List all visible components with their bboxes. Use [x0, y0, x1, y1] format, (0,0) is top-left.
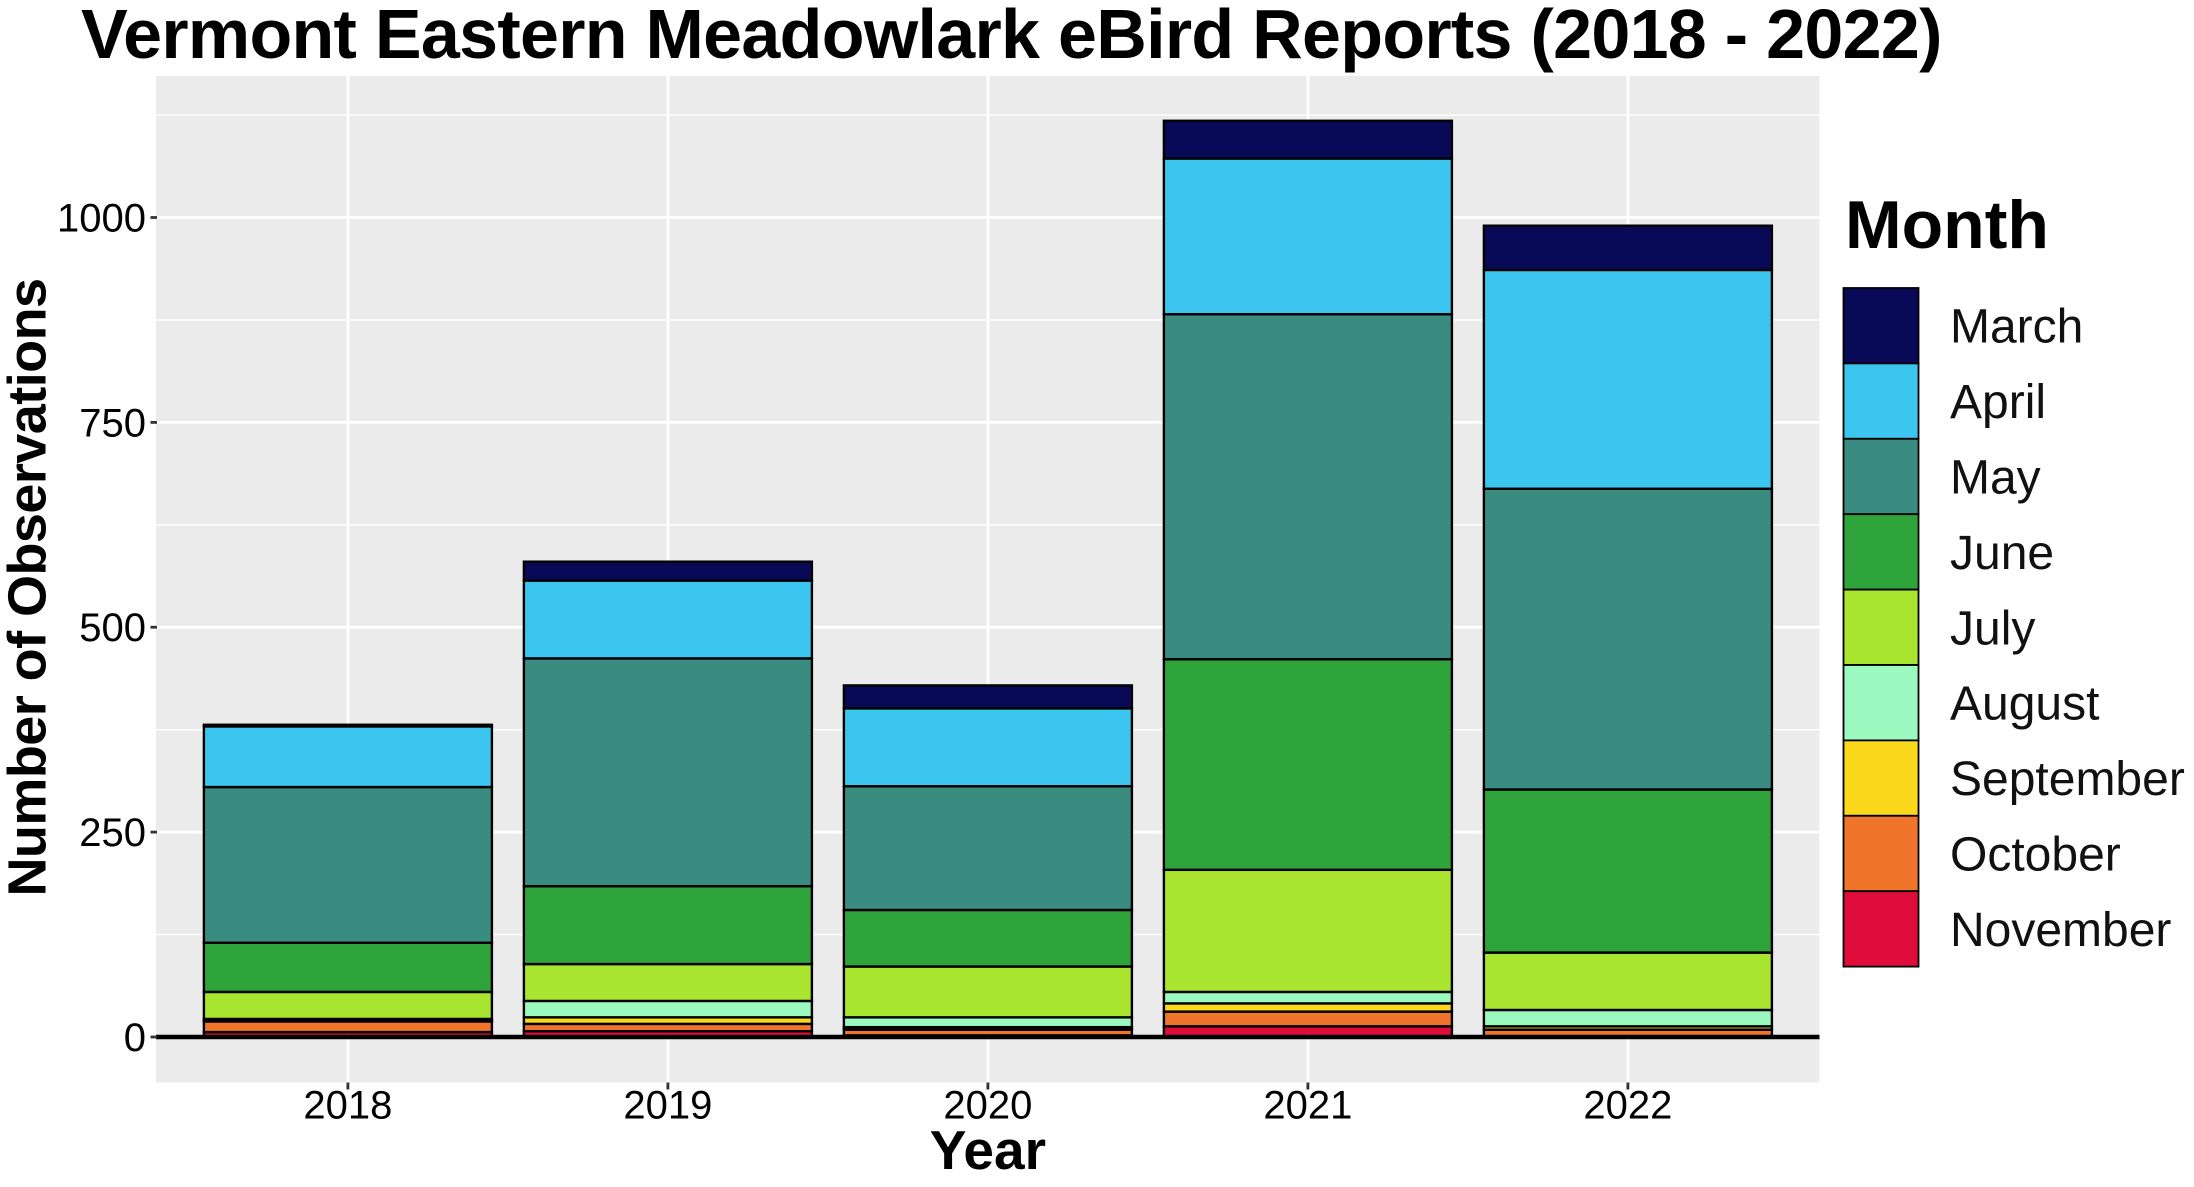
- svg-text:2018: 2018: [303, 1084, 392, 1128]
- svg-text:September: September: [1950, 753, 2185, 806]
- svg-text:2021: 2021: [1263, 1084, 1352, 1128]
- svg-text:750: 750: [79, 401, 146, 445]
- svg-text:Number of Observations: Number of Observations: [0, 278, 58, 896]
- svg-text:500: 500: [79, 606, 146, 650]
- svg-text:April: April: [1950, 376, 2046, 429]
- svg-text:October: October: [1950, 829, 2121, 882]
- svg-text:May: May: [1950, 452, 2041, 505]
- svg-text:250: 250: [79, 811, 146, 855]
- svg-text:March: March: [1950, 301, 2083, 354]
- svg-text:2022: 2022: [1583, 1084, 1672, 1128]
- svg-text:1000: 1000: [57, 197, 146, 241]
- svg-text:June: June: [1950, 527, 2054, 580]
- svg-text:November: November: [1950, 904, 2171, 957]
- svg-text:2020: 2020: [943, 1084, 1032, 1128]
- svg-text:Month: Month: [1845, 187, 2049, 263]
- svg-text:2019: 2019: [623, 1084, 712, 1128]
- svg-text:Year: Year: [930, 1119, 1046, 1181]
- svg-text:Vermont Eastern Meadowlark eBi: Vermont Eastern Meadowlark eBird Reports…: [81, 0, 1942, 73]
- svg-text:July: July: [1950, 602, 2035, 655]
- svg-text:0: 0: [124, 1016, 146, 1060]
- svg-text:August: August: [1950, 678, 2099, 731]
